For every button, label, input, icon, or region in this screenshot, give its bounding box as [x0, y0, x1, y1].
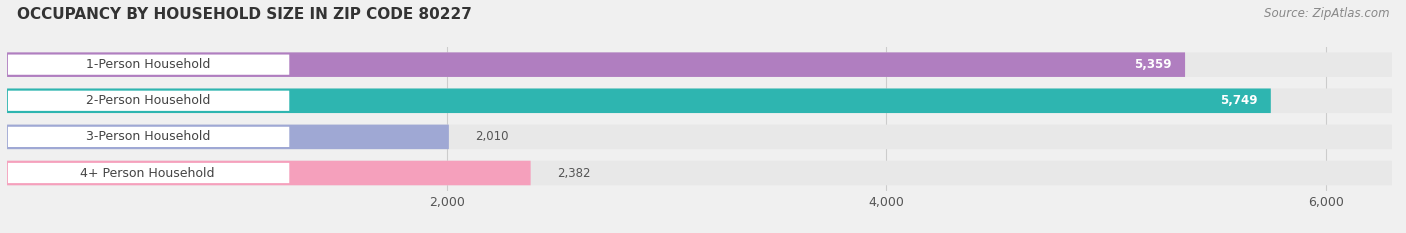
Text: 5,359: 5,359	[1135, 58, 1171, 71]
Text: 2,382: 2,382	[557, 167, 591, 179]
FancyBboxPatch shape	[7, 125, 449, 149]
FancyBboxPatch shape	[8, 55, 290, 75]
Text: OCCUPANCY BY HOUSEHOLD SIZE IN ZIP CODE 80227: OCCUPANCY BY HOUSEHOLD SIZE IN ZIP CODE …	[17, 7, 472, 22]
Text: 3-Person Household: 3-Person Household	[86, 130, 209, 143]
FancyBboxPatch shape	[8, 91, 290, 111]
FancyBboxPatch shape	[7, 89, 1392, 113]
FancyBboxPatch shape	[8, 163, 290, 183]
Text: 1-Person Household: 1-Person Household	[86, 58, 209, 71]
Text: Source: ZipAtlas.com: Source: ZipAtlas.com	[1264, 7, 1389, 20]
Text: 5,749: 5,749	[1220, 94, 1257, 107]
FancyBboxPatch shape	[7, 89, 1271, 113]
FancyBboxPatch shape	[7, 161, 1392, 185]
Text: 4+ Person Household: 4+ Person Household	[80, 167, 215, 179]
FancyBboxPatch shape	[7, 125, 1392, 149]
FancyBboxPatch shape	[7, 52, 1185, 77]
Text: 2,010: 2,010	[475, 130, 509, 143]
FancyBboxPatch shape	[7, 161, 530, 185]
FancyBboxPatch shape	[7, 52, 1392, 77]
FancyBboxPatch shape	[8, 127, 290, 147]
Text: 2-Person Household: 2-Person Household	[86, 94, 209, 107]
